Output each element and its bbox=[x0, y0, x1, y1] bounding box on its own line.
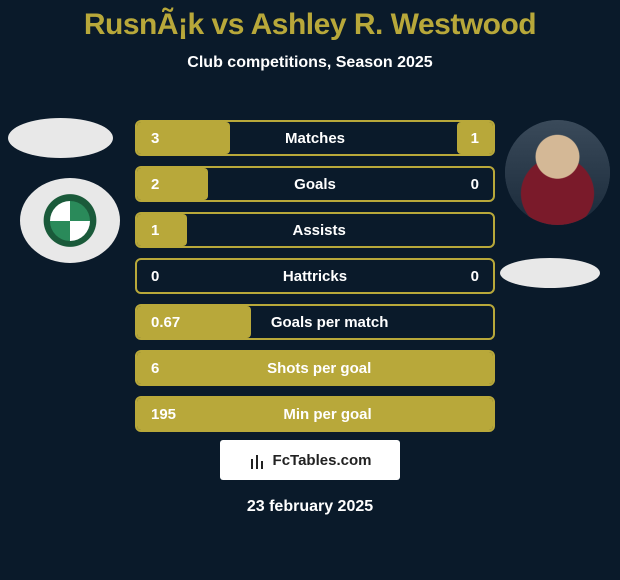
stat-value-right: 1 bbox=[471, 130, 479, 147]
stat-label: Min per goal bbox=[176, 406, 479, 423]
footer-date: 23 february 2025 bbox=[0, 498, 620, 516]
brand-logo[interactable]: FcTables.com bbox=[220, 440, 400, 480]
stat-label: Goals per match bbox=[180, 314, 479, 331]
page-title: RusnÃ¡k vs Ashley R. Westwood bbox=[0, 0, 620, 42]
player-left-placeholder-icon bbox=[8, 118, 113, 158]
stat-value-left: 2 bbox=[151, 176, 159, 193]
brand-text: FcTables.com bbox=[273, 452, 372, 469]
stat-value-right: 0 bbox=[471, 176, 479, 193]
stat-row: 2Goals0 bbox=[135, 166, 495, 202]
stat-label: Shots per goal bbox=[159, 360, 479, 377]
stat-row: 6Shots per goal bbox=[135, 350, 495, 386]
bars-icon bbox=[249, 451, 267, 469]
stat-value-left: 1 bbox=[151, 222, 159, 239]
page-subtitle: Club competitions, Season 2025 bbox=[0, 54, 620, 72]
stat-row: 0Hattricks0 bbox=[135, 258, 495, 294]
stat-row: 195Min per goal bbox=[135, 396, 495, 432]
stat-value-left: 0.67 bbox=[151, 314, 180, 331]
stat-value-left: 195 bbox=[151, 406, 176, 423]
stat-label: Assists bbox=[159, 222, 479, 239]
stat-value-left: 6 bbox=[151, 360, 159, 377]
player-right-photo-icon bbox=[505, 120, 610, 225]
stat-label: Matches bbox=[159, 130, 470, 147]
stats-container: 3Matches12Goals01Assists0Hattricks00.67G… bbox=[135, 120, 495, 442]
stat-value-right: 0 bbox=[471, 268, 479, 285]
stat-value-left: 3 bbox=[151, 130, 159, 147]
player-left-crest-icon bbox=[20, 178, 120, 263]
stat-label: Hattricks bbox=[159, 268, 470, 285]
stat-label: Goals bbox=[159, 176, 470, 193]
stat-value-left: 0 bbox=[151, 268, 159, 285]
stat-row: 1Assists bbox=[135, 212, 495, 248]
stat-row: 0.67Goals per match bbox=[135, 304, 495, 340]
stat-row: 3Matches1 bbox=[135, 120, 495, 156]
player-right-placeholder-icon bbox=[500, 258, 600, 288]
